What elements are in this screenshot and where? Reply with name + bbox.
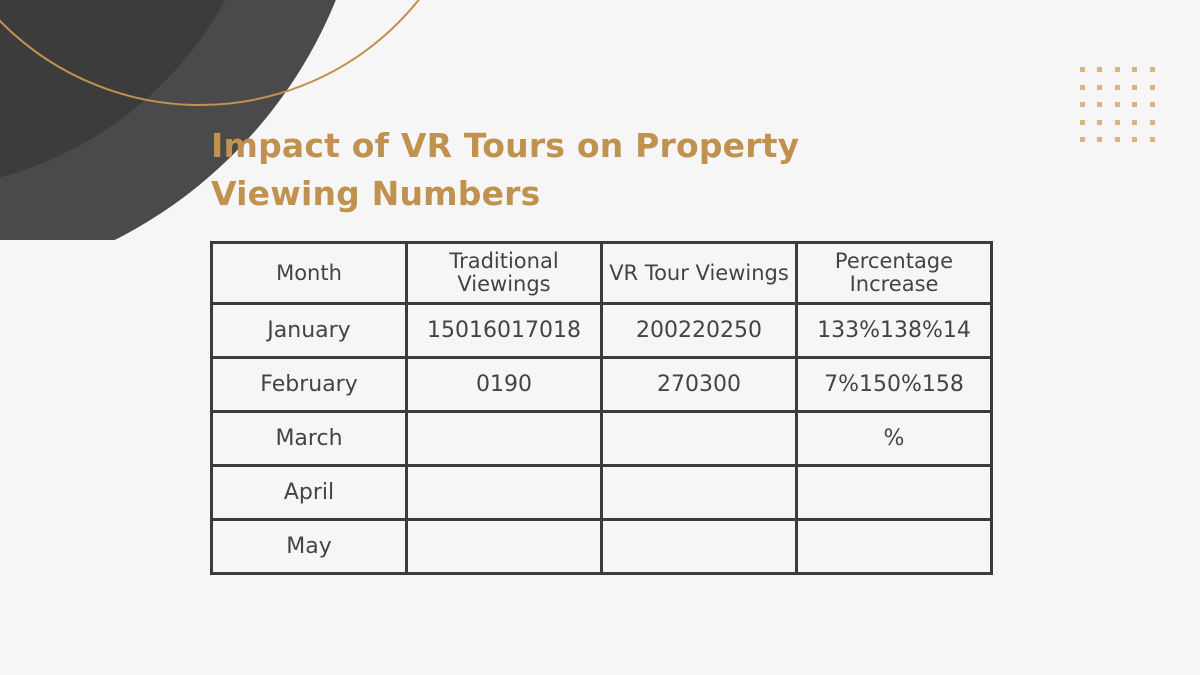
table-row: February 0190 270300 7%150%158: [210, 356, 993, 413]
cell-month: February: [210, 356, 408, 413]
dot: [1150, 120, 1155, 125]
header-month: Month: [210, 241, 408, 305]
table-row: March %: [210, 410, 993, 467]
dot: [1150, 137, 1155, 142]
gold-ring: [0, 0, 420, 106]
dot: [1132, 67, 1137, 72]
cell-traditional: 15016017018: [405, 302, 603, 359]
dot: [1115, 137, 1120, 142]
dot: [1080, 102, 1085, 107]
dot: [1080, 85, 1085, 90]
cell-vr: 270300: [600, 356, 798, 413]
dot: [1097, 85, 1102, 90]
table-row: May: [210, 518, 993, 575]
dot: [1132, 85, 1137, 90]
dot: [1097, 120, 1102, 125]
dot: [1080, 137, 1085, 142]
cell-month: January: [210, 302, 408, 359]
dot: [1132, 120, 1137, 125]
header-vr-tour-viewings: VR Tour Viewings: [600, 241, 798, 305]
table-header-row: Month Traditional Viewings VR Tour Viewi…: [210, 241, 993, 305]
dot: [1132, 102, 1137, 107]
header-percentage-increase: Percentage Increase: [795, 241, 993, 305]
cell-increase: 7%150%158: [795, 356, 993, 413]
header-traditional-viewings: Traditional Viewings: [405, 241, 603, 305]
dot: [1150, 85, 1155, 90]
cell-vr: [600, 410, 798, 467]
viewing-numbers-table: Month Traditional Viewings VR Tour Viewi…: [210, 241, 993, 575]
cell-increase: 133%138%14: [795, 302, 993, 359]
dot: [1115, 85, 1120, 90]
cell-increase: [795, 518, 993, 575]
dot: [1115, 67, 1120, 72]
inner-dark-circle: [0, 0, 226, 178]
cell-traditional: [405, 464, 603, 521]
cell-increase: %: [795, 410, 993, 467]
cell-traditional: 0190: [405, 356, 603, 413]
dot: [1097, 102, 1102, 107]
cell-month: May: [210, 518, 408, 575]
dot: [1132, 137, 1137, 142]
cell-traditional: [405, 518, 603, 575]
dot: [1115, 102, 1120, 107]
cell-vr: [600, 464, 798, 521]
cell-month: April: [210, 464, 408, 521]
dot-grid-decoration: [1080, 67, 1160, 147]
dot: [1115, 120, 1120, 125]
dot: [1150, 67, 1155, 72]
dot: [1080, 67, 1085, 72]
cell-traditional: [405, 410, 603, 467]
dot: [1150, 102, 1155, 107]
cell-vr: 200220250: [600, 302, 798, 359]
table-row: January 15016017018 200220250 133%138%14: [210, 302, 993, 359]
dot: [1097, 137, 1102, 142]
cell-vr: [600, 518, 798, 575]
page-title: Impact of VR Tours on Property Viewing N…: [211, 126, 800, 213]
dot: [1080, 120, 1085, 125]
table-row: April: [210, 464, 993, 521]
cell-month: March: [210, 410, 408, 467]
cell-increase: [795, 464, 993, 521]
corner-decoration: [0, 0, 420, 240]
dot: [1097, 67, 1102, 72]
